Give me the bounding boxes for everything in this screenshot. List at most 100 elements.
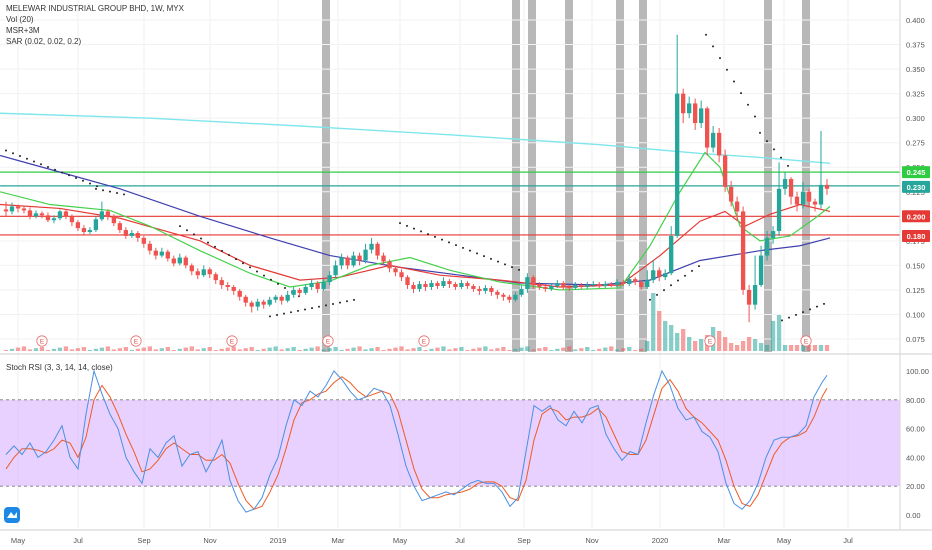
candle-body	[351, 255, 356, 266]
candle-body	[651, 270, 656, 281]
sar-dot	[759, 131, 761, 134]
rsi-legend: Stoch RSI (3, 3, 14, 14, close)	[6, 362, 113, 373]
x-tick-label: Nov	[203, 536, 217, 545]
candle-body	[411, 285, 416, 289]
candle-body	[746, 289, 752, 305]
candle-body	[429, 283, 434, 287]
legend-msr[interactable]: MSR+3M	[6, 26, 40, 35]
sar-dot	[123, 193, 125, 196]
volume-bar	[477, 347, 482, 351]
volume-bar	[21, 346, 27, 351]
sar-dot	[235, 258, 237, 261]
volume-bar	[255, 350, 260, 351]
sar-dot	[511, 266, 513, 269]
candle-body	[716, 132, 722, 156]
volume-bar	[513, 348, 518, 351]
volume-bar	[177, 348, 182, 351]
candle-body	[806, 191, 812, 202]
volume-bar	[417, 347, 422, 351]
earnings-marker	[418, 335, 430, 347]
volume-bar	[261, 348, 266, 351]
candle-body	[567, 286, 572, 288]
rsi-y-tick-label: 100.00	[906, 367, 929, 376]
candle-body	[195, 271, 200, 276]
volume-bar	[453, 348, 458, 351]
rsi-band	[0, 399, 900, 487]
price-tag-label: 0.245	[907, 168, 926, 177]
volume-bar	[189, 346, 194, 351]
sar-dot	[5, 149, 7, 152]
volume-bar	[363, 349, 368, 351]
x-tick-label: Jul	[73, 536, 83, 545]
sar-dot	[747, 103, 749, 106]
candle-body	[111, 216, 117, 224]
volume-bar	[549, 350, 554, 351]
candle-body	[657, 270, 662, 278]
volume-bar	[722, 337, 728, 351]
candle-body	[549, 285, 554, 289]
volume-bar	[231, 346, 236, 351]
candle-body	[45, 215, 51, 221]
earnings-marker-label: E	[40, 339, 45, 346]
y-tick-label: 0.350	[906, 65, 925, 74]
candle-body	[243, 296, 248, 303]
volume-bar	[351, 347, 356, 351]
candle-body	[621, 282, 626, 285]
sar-dot	[346, 300, 348, 303]
sar-dot	[179, 225, 181, 228]
rsi-y-tick-label: 20.00	[906, 482, 925, 491]
sar-dot	[33, 160, 35, 163]
x-tick-label: May	[11, 536, 25, 545]
candle-body	[309, 283, 314, 287]
candle-body	[267, 299, 272, 305]
volume-bar	[51, 348, 57, 351]
volume-bar	[159, 348, 164, 351]
volume-bar	[818, 345, 824, 351]
price-tag-box	[902, 229, 930, 242]
x-tick-label: 2020	[652, 536, 669, 545]
candle-body	[9, 206, 15, 212]
highlight-bar	[802, 0, 810, 352]
volume-bar	[15, 347, 21, 351]
candle-body	[507, 296, 512, 300]
volume-bar	[782, 345, 788, 351]
volume-bar	[459, 347, 464, 351]
legend-rsi-title[interactable]: Stoch RSI (3, 3, 14, 14, close)	[6, 363, 113, 372]
volume-bar	[75, 348, 81, 351]
volume-bar	[567, 346, 572, 351]
sar-dot	[116, 191, 118, 194]
candle-body	[165, 251, 170, 259]
candle-body	[399, 272, 404, 278]
volume-bar	[369, 348, 374, 351]
y-tick-label: 0.325	[906, 90, 925, 99]
candle-body	[740, 211, 746, 290]
candles	[3, 34, 830, 323]
sar-dot	[469, 249, 471, 252]
volume-bar	[734, 345, 740, 351]
candle-body	[99, 211, 105, 220]
candle-body	[225, 285, 230, 287]
legend-vol[interactable]: Vol (20)	[6, 15, 34, 24]
volume-bar	[585, 347, 590, 351]
legend-sar[interactable]: SAR (0.02, 0.02, 0.2)	[6, 37, 82, 46]
candle-body	[15, 206, 21, 209]
sar-dot	[733, 80, 735, 83]
volume-bar	[291, 347, 296, 351]
candle-body	[183, 257, 188, 266]
volume-bar	[183, 347, 188, 351]
volume-bar	[57, 347, 63, 351]
price-tag-label: 0.230	[907, 183, 926, 192]
candle-body	[237, 290, 242, 297]
legend-title[interactable]: MELEWAR INDUSTRIAL GROUP BHD, 1W, MYX	[6, 4, 184, 13]
candle-body	[417, 284, 422, 289]
sar-dot	[297, 309, 299, 312]
candle-body	[285, 294, 290, 301]
sar-dot	[102, 189, 104, 192]
candle-body	[525, 277, 530, 289]
sar-dot	[96, 185, 98, 188]
rsi-y-tick-label: 0.00	[906, 511, 921, 520]
price-tag-box	[902, 180, 930, 193]
volume-bar	[423, 350, 428, 351]
sar-dot	[270, 278, 272, 281]
